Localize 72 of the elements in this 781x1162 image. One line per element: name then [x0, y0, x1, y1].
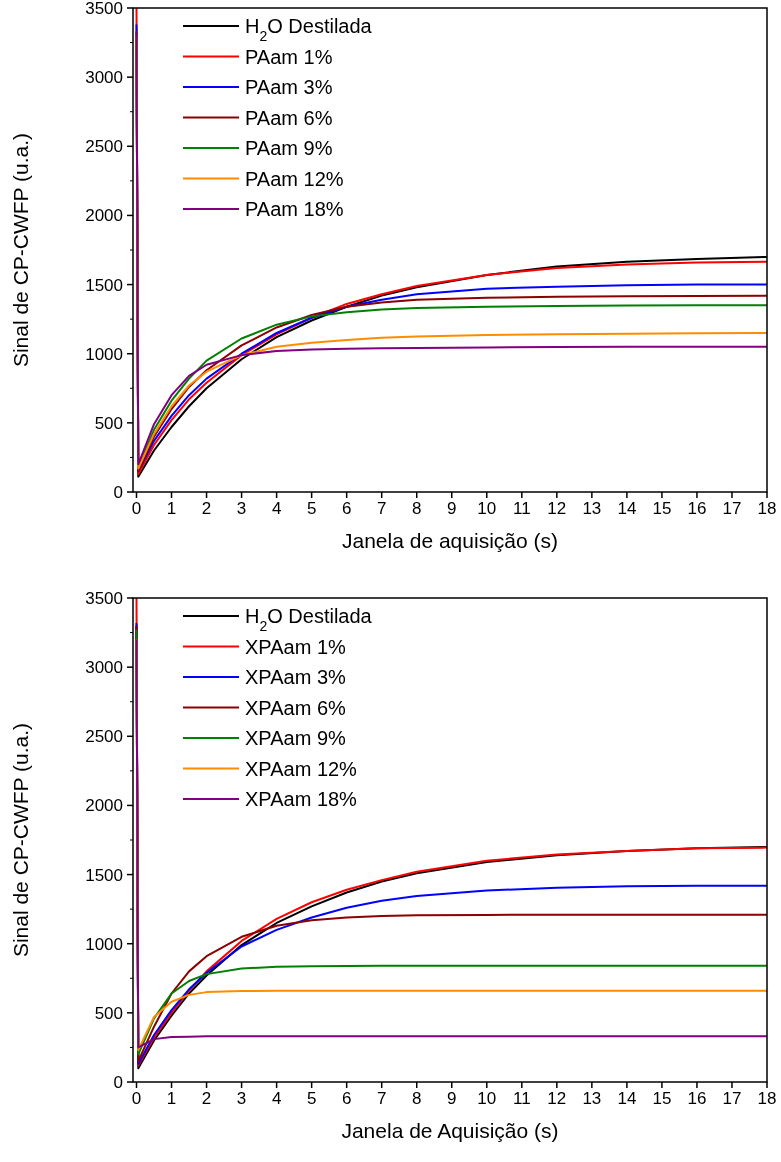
x-tick-label: 16: [687, 1089, 707, 1108]
y-tick-label: 3000: [85, 658, 123, 678]
x-axis-title: Janela de Aquisição (s): [341, 1119, 559, 1142]
y-tick-label: 0: [113, 482, 123, 502]
x-tick-label: 14: [617, 499, 637, 518]
y-tick-label: 0: [113, 1072, 123, 1092]
x-tick-label: 16: [687, 499, 707, 518]
y-axis-title: Sinal de CP-CWFP (u.a.): [9, 722, 32, 958]
x-tick-label: 13: [582, 499, 602, 518]
x-tick-label: 0: [131, 499, 142, 518]
y-tick-label: 3000: [85, 68, 123, 88]
y-tick-label: 2500: [85, 137, 123, 157]
x-tick-label: 15: [652, 499, 672, 518]
y-tick-label: 1000: [85, 344, 123, 364]
legend-label: PAam 6%: [245, 106, 333, 129]
x-tick-label: 12: [547, 499, 567, 518]
x-tick-label: 5: [306, 1089, 317, 1108]
legend-label: PAam 18%: [245, 198, 344, 220]
y-tick-label: 2000: [85, 206, 123, 226]
x-tick-label: 9: [447, 1089, 457, 1108]
x-tick-label: 2: [201, 1089, 212, 1108]
x-tick-label: 4: [271, 499, 282, 518]
x-tick-label: 7: [376, 1089, 387, 1108]
x-tick-label: 17: [722, 1089, 742, 1108]
x-tick-label: 18: [757, 499, 777, 518]
legend-label: H$_{2}$O Destilada: [245, 605, 373, 634]
x-tick-label: 10: [477, 1089, 497, 1108]
x-tick-label: 7: [376, 499, 387, 518]
x-tick-label: 3: [236, 1089, 247, 1108]
x-tick-label: 4: [271, 1089, 282, 1108]
y-tick-label: 1500: [85, 275, 123, 295]
legend-label: PAam 1%: [245, 45, 333, 68]
legend-label: XPAam 6%: [245, 696, 346, 719]
x-tick-label: 11: [512, 499, 531, 518]
x-tick-label: 13: [582, 1089, 602, 1108]
x-tick-label: 12: [547, 1089, 567, 1108]
x-tick-label: 6: [341, 499, 352, 518]
x-tick-label: 5: [306, 499, 317, 518]
x-tick-label: 17: [722, 499, 742, 518]
legend-label: XPAam 9%: [245, 727, 346, 749]
y-axis-title: Sinal de CP-CWFP (u.a.): [9, 132, 32, 368]
legend-label: H$_{2}$O Destilada: [245, 15, 373, 44]
legend-label: XPAam 3%: [245, 666, 346, 688]
x-tick-label: 11: [512, 1089, 531, 1108]
y-tick-label: 1000: [85, 934, 123, 954]
x-tick-label: 15: [652, 1089, 672, 1108]
y-tick-label: 1500: [85, 865, 123, 885]
legend-label: XPAam 1%: [245, 635, 346, 658]
legend-label: PAam 9%: [245, 137, 333, 159]
y-tick-label: 2500: [85, 727, 123, 747]
x-tick-label: 3: [236, 499, 247, 518]
y-tick-label: 500: [94, 413, 123, 433]
x-tick-label: 1: [166, 1089, 177, 1108]
x-tick-label: 8: [411, 1089, 422, 1108]
x-tick-label: 1: [166, 499, 177, 518]
x-tick-label: 0: [131, 1089, 142, 1108]
legend-label: XPAam 12%: [245, 757, 358, 780]
x-tick-label: 9: [447, 499, 457, 518]
x-tick-label: 10: [477, 499, 497, 518]
y-tick-label: 500: [94, 1003, 123, 1023]
x-tick-label: 8: [411, 499, 422, 518]
y-tick-label: 3500: [85, 588, 123, 608]
y-tick-label: 2000: [85, 796, 123, 816]
x-axis-title: Janela de aquisição (s): [342, 529, 558, 552]
legend-label: PAam 12%: [245, 167, 344, 190]
legend-label: PAam 3%: [245, 76, 333, 98]
x-tick-label: 18: [757, 1089, 777, 1108]
x-tick-label: 14: [617, 1089, 637, 1108]
legend-label: XPAam 18%: [245, 788, 358, 810]
x-tick-label: 2: [201, 499, 212, 518]
y-tick-label: 3500: [85, 0, 123, 18]
x-tick-label: 6: [341, 1089, 352, 1108]
